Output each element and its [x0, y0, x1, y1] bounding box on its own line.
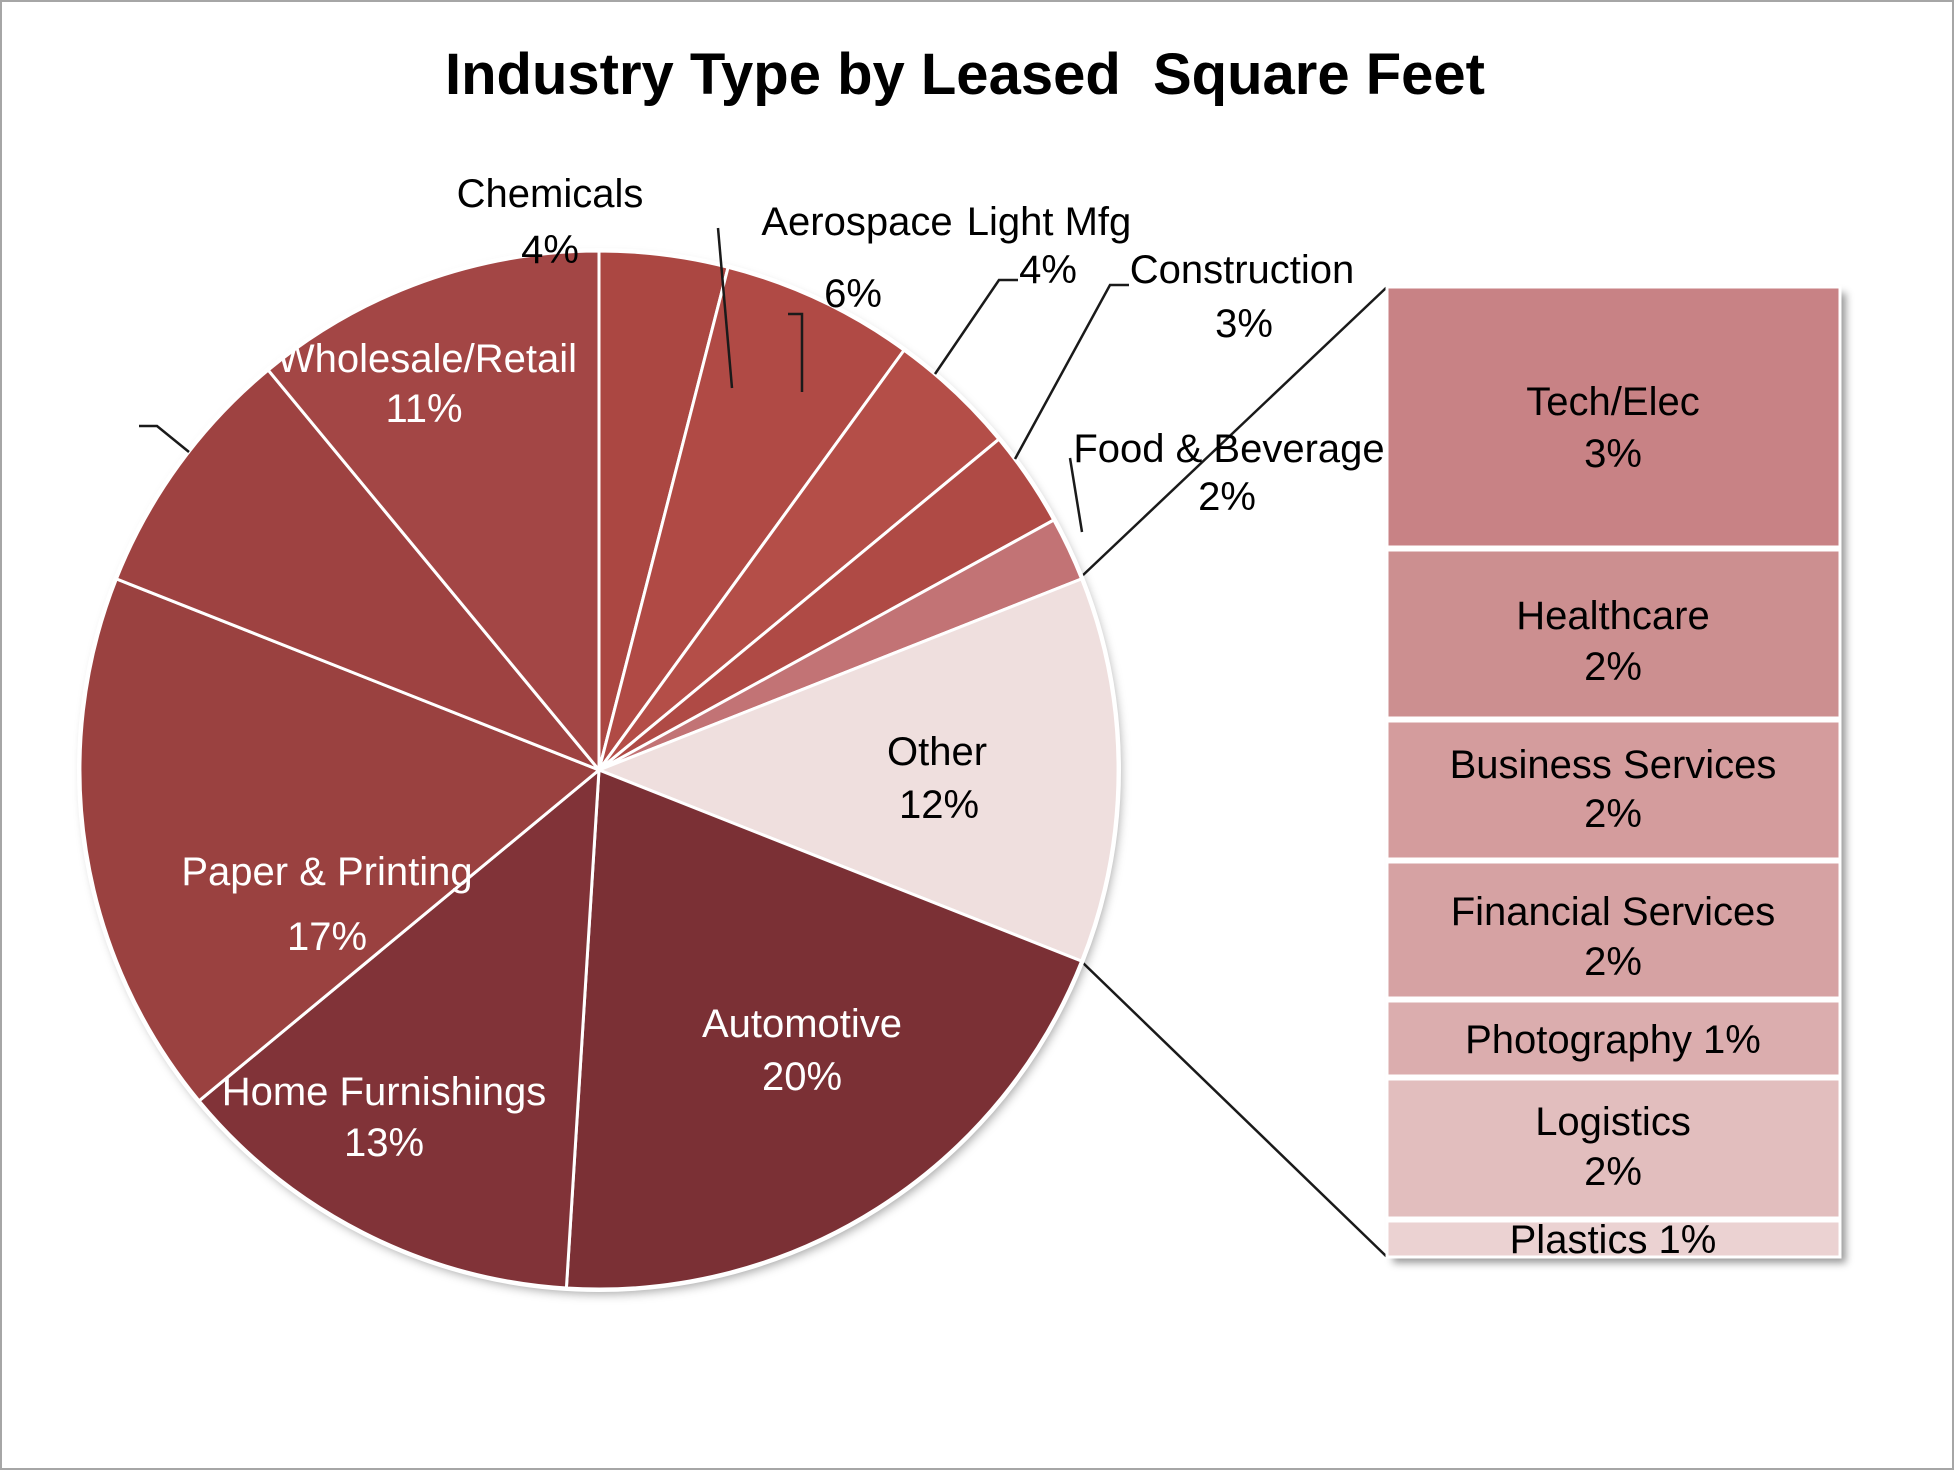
pie-label-food-beverage-line0: Food & Beverage [1073, 427, 1384, 471]
connector-lines [1080, 286, 1388, 1258]
pie-label-other-line1: 12% [899, 783, 979, 827]
pie-label-wholesale-retail-line1: 11% [385, 387, 462, 431]
pie-label-home-furnishings-line1: 13% [344, 1121, 424, 1165]
bar-label-healthcare-line0: Healthcare [1516, 594, 1709, 638]
pie-to-bar-connector-bottom [1080, 960, 1388, 1258]
bar-label-photography-line0: Photography 1% [1465, 1018, 1761, 1062]
pie-label-light-mfg-line1: 4% [1019, 248, 1077, 292]
bar-segment-business-services[interactable] [1385, 719, 1842, 861]
pie-outer-rim [77, 248, 1121, 1292]
pie-label-automotive-line0: Automotive [702, 1002, 902, 1046]
pie-label-chemicals-line1: 4% [521, 228, 579, 272]
pie-label-automotive-line1: 20% [762, 1055, 842, 1099]
bar-label-logistics-line1: 2% [1584, 1150, 1642, 1194]
bar-label-plastics-line0: Plastics 1% [1510, 1218, 1717, 1262]
pie-label-food-beverage-line1: 2% [1198, 475, 1256, 519]
pie-to-bar-connector-top [1080, 286, 1388, 578]
bar-label-business-services-line0: Business Services [1450, 743, 1777, 787]
pie-label-wholesale-retail-line0: Wholesale/Retail [277, 337, 577, 381]
bar-label-tech-elec-line0: Tech/Elec [1526, 380, 1699, 424]
bar-segment-financial-services[interactable] [1385, 860, 1842, 1000]
pie-label-home-furnishings-line0: Home Furnishings [222, 1070, 547, 1114]
bar-label-tech-elec-line1: 3% [1584, 432, 1642, 476]
pie-label-chemicals-line0: Chemicals [457, 172, 644, 216]
pie [77, 248, 1121, 1292]
leader-line-light-mfg [933, 278, 1018, 375]
other-breakdown-bar [1385, 285, 1842, 1259]
pie-label-other-line0: Other [887, 730, 987, 774]
leader-line-chemicals [716, 227, 734, 389]
leader-line-unlabeled [139, 424, 190, 453]
pie-label-aerospace-line1: 6% [824, 272, 882, 316]
pie-label-light-mfg-line0: Light Mfg [967, 200, 1132, 244]
bar-segment-plastics[interactable] [1385, 1219, 1842, 1259]
chart-title: Industry Type by Leased Square Feet [445, 42, 1485, 107]
bar-segment-logistics[interactable] [1385, 1077, 1842, 1220]
pie-label-construction-line1: 3% [1215, 302, 1273, 346]
bar-label-logistics-line0: Logistics [1535, 1100, 1691, 1144]
bar-label-financial-services-line1: 2% [1584, 940, 1642, 984]
pie-label-construction-line0: Construction [1130, 248, 1355, 292]
pie-label-aerospace-line0: Aerospace [761, 200, 952, 244]
bar-segment-photography[interactable] [1385, 999, 1842, 1078]
leader-line-construction [1013, 283, 1129, 460]
pie-label-paper-printing-line0: Paper & Printing [181, 850, 472, 894]
bar-label-healthcare-line1: 2% [1584, 645, 1642, 689]
bar-label-business-services-line1: 2% [1584, 792, 1642, 836]
pie-label-paper-printing-line1: 17% [287, 915, 367, 959]
leader-line-food-beverage [1068, 457, 1084, 533]
bar-segment-tech-elec[interactable] [1385, 285, 1842, 549]
bar-segment-healthcare[interactable] [1385, 548, 1842, 720]
bar-label-financial-services-line0: Financial Services [1451, 890, 1776, 934]
leader-line-aerospace [788, 312, 804, 392]
